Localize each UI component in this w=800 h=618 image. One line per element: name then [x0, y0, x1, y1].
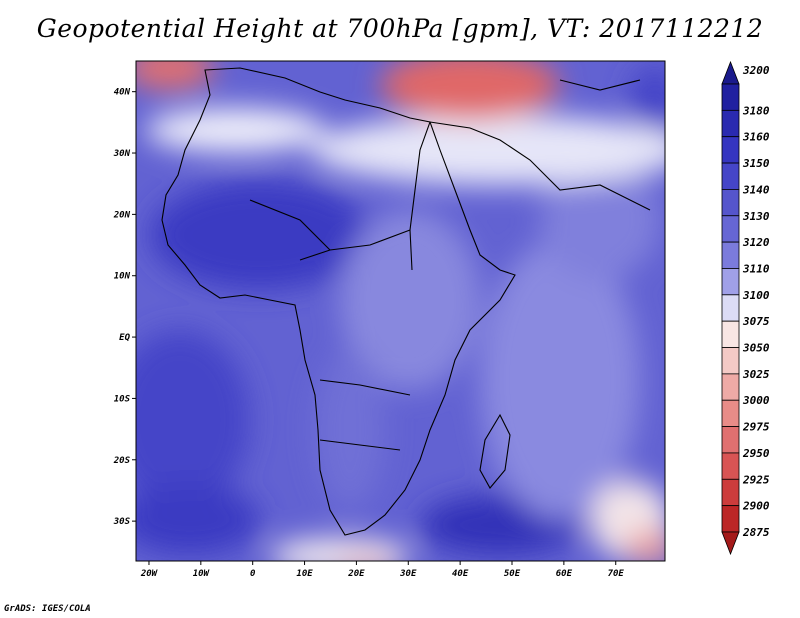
lon-label: 30E: [399, 569, 417, 579]
colorbar-label: 3130: [742, 210, 770, 223]
lat-label: 30S: [113, 517, 131, 527]
colorbar-swatch: [721, 268, 740, 296]
lon-label: 20W: [140, 569, 159, 579]
colorbar-label: 3050: [742, 342, 770, 355]
colorbar-label: 2950: [742, 447, 770, 460]
longitude-axis: 20W 10W 0 10E 20E 30E 40E 50E 60E 70E: [140, 561, 625, 579]
lon-label: 20E: [347, 569, 365, 579]
colorbar-swatch: [721, 215, 740, 243]
colorbar-label: 3150: [742, 157, 770, 170]
colorbar-swatch: [721, 136, 740, 164]
colorbar-swatch: [721, 109, 740, 138]
colorbar-label: 3120: [742, 236, 770, 249]
lon-label: 50E: [504, 569, 521, 579]
colorbar-label: 3110: [742, 262, 770, 275]
colorbar-label: 2975: [742, 421, 770, 434]
colorbar-label: 3075: [742, 315, 770, 328]
height-field: [136, 61, 665, 561]
colorbar-label: 2900: [742, 500, 770, 513]
colorbar-swatch: [721, 162, 740, 190]
colorbar-swatch: [721, 189, 740, 217]
colorbar-top-arrow: [721, 60, 740, 85]
lat-label: 10S: [114, 394, 131, 404]
lat-label: 30N: [113, 149, 131, 159]
credit-text: GrADS: IGES/COLA: [4, 604, 91, 614]
colorbar-label: 2875: [742, 526, 770, 539]
colorbar-label: 3100: [742, 289, 770, 302]
colorbar-label: 3160: [742, 131, 770, 144]
colorbar-bottom-arrow: [721, 531, 740, 556]
colorbar-swatch: [721, 505, 740, 533]
colorbar-label: 3000: [742, 394, 770, 407]
lon-label: 0: [250, 569, 256, 579]
lon-label: 60E: [556, 569, 573, 579]
map-title: Geopotential Height at 700hPa [gpm], VT:…: [36, 14, 764, 43]
map-frame: [135, 60, 666, 562]
colorbar-label: 3025: [742, 368, 770, 381]
colorbar-swatch: [721, 320, 740, 348]
lon-label: 10E: [296, 569, 313, 579]
colorbar-swatch: [721, 294, 740, 322]
lat-label: 40N: [114, 88, 131, 98]
colorbar-label: 3200: [742, 64, 770, 77]
colorbar-swatch: [721, 452, 740, 480]
lat-label: 20S: [113, 456, 131, 466]
colorbar-label: 3140: [742, 183, 770, 196]
colorbar-label: 2925: [742, 473, 770, 486]
lon-label: 10W: [193, 569, 211, 579]
colorbar: 3200 3180 3160 3150 3140 3130 3120 3110 3100 3075…: [721, 60, 770, 556]
lat-label: EQ: [119, 333, 130, 343]
colorbar-label: 3180: [742, 104, 770, 117]
lat-label: 20N: [113, 210, 131, 220]
latitude-axis: 40N 30N 20N 10N EQ 10S 20S 30S: [113, 88, 136, 527]
colorbar-swatch: [721, 373, 740, 401]
lon-label: 70E: [608, 569, 625, 579]
colorbar-swatch: [721, 399, 740, 427]
colorbar-swatch: [721, 426, 740, 454]
lon-label: 40E: [452, 569, 469, 579]
colorbar-swatch: [721, 347, 740, 375]
lat-label: 10N: [114, 272, 131, 282]
colorbar-swatch: [721, 241, 740, 269]
colorbar-swatch: [721, 478, 740, 507]
colorbar-swatch: [721, 83, 740, 111]
